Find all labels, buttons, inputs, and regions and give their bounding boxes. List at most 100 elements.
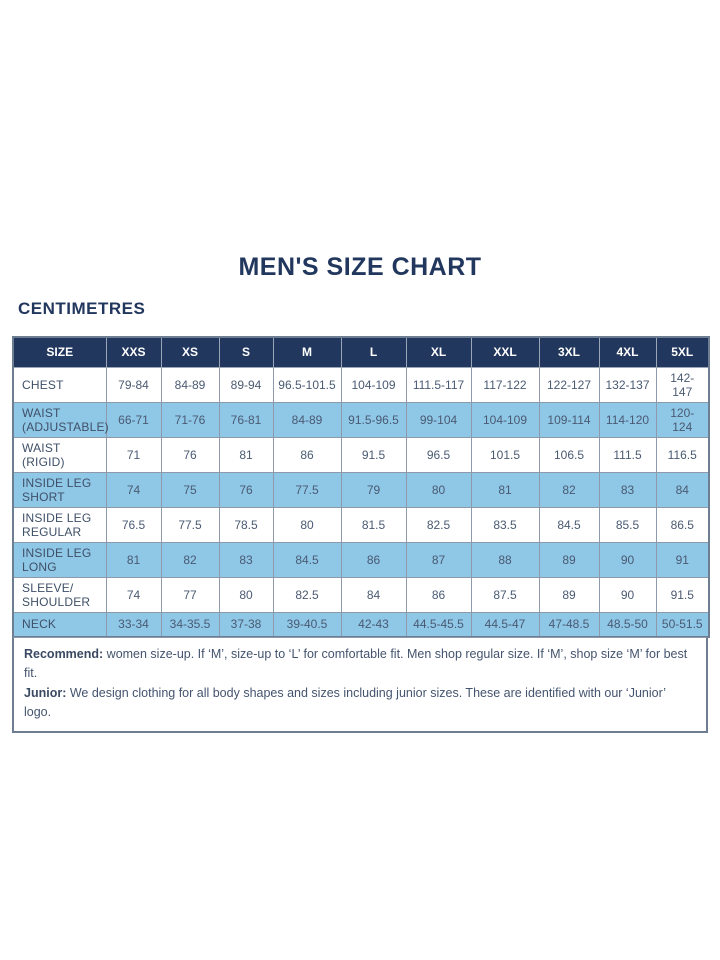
size-value-cell: 87.5	[470, 576, 540, 613]
size-value-cell: 47-48.5	[538, 611, 600, 638]
size-value-cell: 106.5	[538, 436, 600, 473]
size-value-cell: 71-76	[160, 401, 220, 438]
size-value-cell: 82	[160, 541, 220, 578]
size-value-cell: 79-84	[105, 366, 162, 403]
size-value-cell: 78.5	[218, 506, 274, 543]
header-cell-4xl: 4XL	[598, 336, 657, 368]
row-label: WAIST (ADJUSTABLE)	[12, 401, 109, 438]
size-value-cell: 44.5-45.5	[405, 611, 472, 638]
size-value-cell: 85.5	[598, 506, 657, 543]
size-table-wrap: SIZE XXS XS S M L XL XXL 3XL 4XL 5XL CHEST 79-84 84-…	[12, 336, 710, 638]
size-value-cell: 76	[160, 436, 220, 473]
table-row: SLEEVE/ SHOULDER 74 77 80 82.5 84 86 87.5 89 90 91…	[12, 576, 710, 613]
footnote-box: Recommend: women size-up. If ‘M’, size-u…	[12, 637, 708, 733]
size-value-cell: 89-94	[218, 366, 274, 403]
size-value-cell: 111.5-117	[405, 366, 472, 403]
size-value-cell: 91	[655, 541, 710, 578]
size-value-cell: 91.5-96.5	[340, 401, 407, 438]
size-value-cell: 81	[470, 471, 540, 508]
size-value-cell: 87	[405, 541, 472, 578]
size-value-cell: 81.5	[340, 506, 407, 543]
row-label: WAIST (RIGID)	[12, 436, 107, 473]
size-value-cell: 132-137	[598, 366, 657, 403]
size-value-cell: 48.5-50	[598, 611, 657, 638]
row-label: INSIDE LEG LONG	[12, 541, 107, 578]
size-value-cell: 109-114	[538, 401, 600, 438]
footnote-junior-term: Junior:	[24, 685, 67, 700]
size-value-cell: 76.5	[105, 506, 162, 543]
size-value-cell: 96.5	[405, 436, 472, 473]
header-cell-xs: XS	[160, 336, 220, 368]
size-value-cell: 50-51.5	[655, 611, 710, 638]
size-value-cell: 99-104	[405, 401, 472, 438]
size-value-cell: 84-89	[160, 366, 220, 403]
row-label: SLEEVE/ SHOULDER	[12, 576, 107, 613]
size-value-cell: 122-127	[538, 366, 600, 403]
size-value-cell: 96.5-101.5	[272, 366, 342, 403]
size-value-cell: 80	[405, 471, 472, 508]
page-title: MEN'S SIZE CHART	[238, 253, 482, 281]
size-value-cell: 42-43	[340, 611, 407, 638]
size-value-cell: 90	[598, 541, 657, 578]
size-value-cell: 44.5-47	[470, 611, 540, 638]
footnote-junior: Junior: We design clothing for all body …	[24, 684, 696, 723]
size-value-cell: 75	[160, 471, 220, 508]
header-cell-xxl: XXL	[470, 336, 540, 368]
size-value-cell: 82	[538, 471, 600, 508]
size-value-cell: 88	[470, 541, 540, 578]
size-value-cell: 76-81	[218, 401, 274, 438]
row-label: NECK	[12, 611, 107, 638]
size-value-cell: 33-34	[105, 611, 162, 638]
table-row: INSIDE LEG REGULAR 76.5 77.5 78.5 80 81.5 82.5…	[12, 506, 710, 543]
size-value-cell: 66-71	[105, 401, 162, 438]
size-value-cell: 117-122	[470, 366, 540, 403]
row-label: INSIDE LEG REGULAR	[12, 506, 107, 543]
size-value-cell: 89	[538, 576, 600, 613]
size-value-cell: 114-120	[598, 401, 657, 438]
header-cell-size: SIZE	[12, 336, 107, 368]
size-value-cell: 101.5	[470, 436, 540, 473]
table-row: WAIST (RIGID) 71 76 81 86 91.5 96.5 101.5 106.5 1…	[12, 436, 710, 473]
header-cell-s: S	[218, 336, 274, 368]
table-row: INSIDE LEG SHORT 74 75 76 77.5 79 80 81 82 83 84	[12, 471, 710, 508]
size-value-cell: 83	[218, 541, 274, 578]
size-value-cell: 34-35.5	[160, 611, 220, 638]
footnote-junior-text: We design clothing for all body shapes a…	[24, 685, 666, 720]
size-value-cell: 80	[218, 576, 274, 613]
size-value-cell: 37-38	[218, 611, 274, 638]
size-value-cell: 90	[598, 576, 657, 613]
size-chart-table: SIZE XXS XS S M L XL XXL 3XL 4XL 5XL CHEST 79-84 84-…	[12, 336, 710, 638]
header-cell-xl: XL	[405, 336, 472, 368]
header-cell-m: M	[272, 336, 342, 368]
size-value-cell: 79	[340, 471, 407, 508]
footnote-recommend-term: Recommend:	[24, 647, 104, 661]
header-cell-xxs: XXS	[105, 336, 162, 368]
size-value-cell: 83	[598, 471, 657, 508]
size-value-cell: 80	[272, 506, 342, 543]
footnote-recommend: Recommend: women size-up. If ‘M’, size-u…	[24, 645, 696, 684]
footnote-recommend-text: women size-up. If ‘M’, size-up to ‘L’ fo…	[24, 647, 688, 681]
size-value-cell: 81	[105, 541, 162, 578]
size-value-cell: 77.5	[272, 471, 342, 508]
size-value-cell: 91.5	[340, 436, 407, 473]
size-value-cell: 76	[218, 471, 274, 508]
row-label: CHEST	[12, 366, 107, 403]
size-value-cell: 111.5	[598, 436, 657, 473]
table-header-row: SIZE XXS XS S M L XL XXL 3XL 4XL 5XL	[12, 336, 710, 368]
size-value-cell: 83.5	[470, 506, 540, 543]
size-value-cell: 86	[340, 541, 407, 578]
size-value-cell: 84	[655, 471, 710, 508]
header-cell-5xl: 5XL	[655, 336, 710, 368]
table-row: CHEST 79-84 84-89 89-94 96.5-101.5 104-109 111…	[12, 366, 710, 403]
size-value-cell: 74	[105, 471, 162, 508]
header-cell-l: L	[340, 336, 407, 368]
size-value-cell: 104-109	[340, 366, 407, 403]
size-value-cell: 86	[272, 436, 342, 473]
size-value-cell: 82.5	[405, 506, 472, 543]
size-value-cell: 120-124	[655, 401, 710, 438]
size-value-cell: 86	[405, 576, 472, 613]
size-value-cell: 84-89	[272, 401, 342, 438]
size-value-cell: 82.5	[272, 576, 342, 613]
header-cell-3xl: 3XL	[538, 336, 600, 368]
